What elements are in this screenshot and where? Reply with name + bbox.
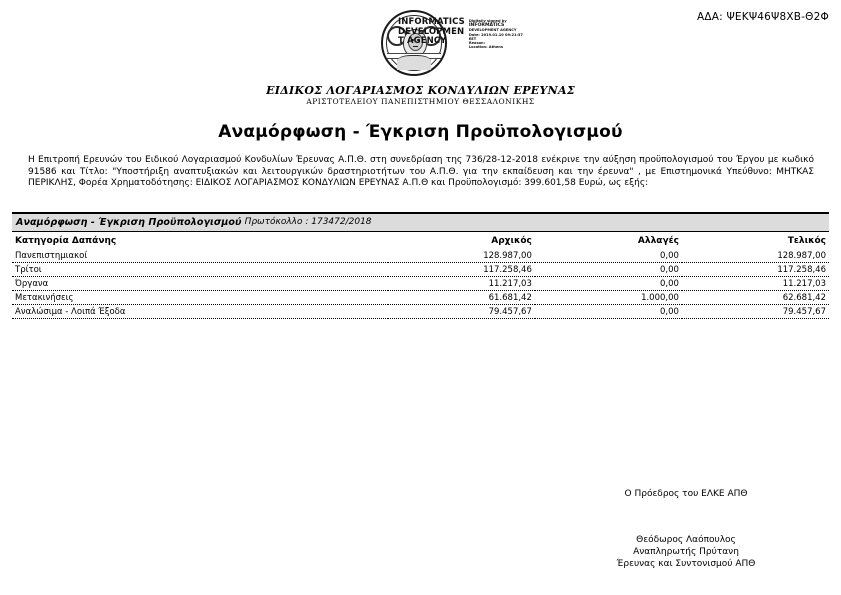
stamp-detail-line-4: Date: 2019.01.10 09:21:37 — [468, 32, 523, 37]
stamp-signature-details: Digitally signed by INFORMATICS DEVELOPM… — [469, 18, 523, 50]
stamp-detail-line-1: Digitally signed by — [468, 19, 507, 23]
stamp-agency-line-1: INFORMATICS — [398, 17, 465, 27]
cell-initial: 11.217,03 — [387, 276, 535, 291]
elke-auth-seal-icon — [381, 10, 447, 76]
cell-initial: 79.457,67 — [387, 304, 535, 319]
stamp-agency-line-3: T AGENCY — [398, 36, 447, 46]
page-title: Αναμόρφωση - Έγκριση Προϋπολογισμού — [218, 122, 623, 142]
stamp-detail-line-3: DEVELOPMENT AGENCY — [468, 28, 517, 33]
stamp-detail-line-7: Location: Athens — [468, 45, 503, 50]
table-row: Τρίτοι 117.258,46 0,00 117.258,46 — [12, 262, 829, 277]
cell-final: 62.681,42 — [681, 290, 829, 305]
cell-category: Αναλώσιμα - Λοιπά Έξοδα — [12, 304, 388, 319]
signatory-role-line-2: Έρευνας και Συντονισμού ΑΠΘ — [616, 559, 756, 569]
cell-category: Πανεπιστημιακοί — [12, 248, 388, 263]
organization-title: ΕΙΔΙΚΟΣ ΛΟΓΑΡΙΑΣΜΟΣ ΚΟΝΔΥΛΙΩΝ ΕΡΕΥΝΑΣ — [266, 84, 575, 97]
column-header-final: Τελικός — [787, 235, 826, 246]
table-row: Μετακινήσεις 61.681,42 1.000,00 62.681,4… — [12, 290, 829, 305]
cell-category: Μετακινήσεις — [12, 290, 388, 305]
cell-final: 128.987,00 — [681, 248, 829, 263]
cell-final: 11.217,03 — [681, 276, 829, 291]
signature-block: Θεόδωρος Λαόπουλος Αναπληρωτής Πρύτανη Έ… — [556, 534, 816, 570]
cell-initial: 117.258,46 — [387, 262, 535, 277]
cell-initial: 61.681,42 — [387, 290, 535, 305]
column-header-changes: Αλλαγές — [637, 235, 679, 246]
cell-changes: 0,00 — [534, 276, 682, 291]
intro-text: Η Επιτροπή Ερευνών του Ειδικού Λογαριασμ… — [28, 155, 814, 189]
cell-final: 117.258,46 — [681, 262, 829, 277]
stamp-detail-line-2: INFORMATICS — [468, 23, 505, 29]
cell-category: Τρίτοι — [12, 262, 388, 277]
budget-table-area: Αναμόρφωση - Έγκριση Προϋπολογισμού Πρωτ… — [12, 212, 829, 319]
column-header-category: Κατηγορία Δαπάνης — [15, 235, 117, 246]
stamp-agency-line-2: DEVELOPMEN — [398, 26, 465, 37]
table-row: Όργανα 11.217,03 0,00 11.217,03 — [12, 276, 829, 291]
intro-paragraph: Η Επιτροπή Ερευνών του Ειδικού Λογαριασμ… — [28, 155, 814, 190]
stamp-agency-name: INFORMATICS DEVELOPMEN T AGENCY — [398, 17, 465, 47]
table-section-title: Αναμόρφωση - Έγκριση Προϋπολογισμού — [16, 216, 242, 228]
ada-code: ΑΔΑ: ΨΕΚΨ46Ψ8ΧΒ-Θ2Φ — [697, 11, 829, 23]
cell-initial: 128.987,00 — [387, 248, 535, 263]
cell-category: Όργανα — [12, 276, 388, 291]
table-row: Πανεπιστημιακοί 128.987,00 0,00 128.987,… — [12, 248, 829, 263]
table-header-row: Κατηγορία Δαπάνης Αρχικός Αλλαγές Τελικό… — [12, 236, 829, 249]
stamp-detail-line-6: Reason: — [468, 41, 486, 46]
digital-signature-stamp: INFORMATICS DEVELOPMEN T AGENCY Digitall… — [398, 17, 523, 52]
column-header-initial: Αρχικός — [491, 235, 532, 246]
table-section-band: Αναμόρφωση - Έγκριση Προϋπολογισμού Πρωτ… — [12, 213, 829, 232]
cell-final: 79.457,67 — [681, 304, 829, 319]
budget-table: Κατηγορία Δαπάνης Αρχικός Αλλαγές Τελικό… — [12, 236, 829, 319]
cell-changes: 0,00 — [534, 304, 682, 319]
table-row: Αναλώσιμα - Λοιπά Έξοδα 79.457,67 0,00 7… — [12, 304, 829, 319]
table-protocol-number: Πρωτόκολλο : 173472/2018 — [244, 217, 372, 227]
signatory-role-line-1: Αναπληρωτής Πρύτανη — [633, 547, 739, 557]
table-top-rule — [12, 212, 829, 214]
cell-changes: 0,00 — [534, 248, 682, 263]
stamp-detail-line-5: EET — [468, 36, 477, 41]
cell-changes: 1.000,00 — [534, 290, 682, 305]
signatory-name: Θεόδωρος Λαόπουλος — [636, 535, 736, 545]
cell-changes: 0,00 — [534, 262, 682, 277]
signature-heading: Ο Πρόεδρος του ΕΛΚΕ ΑΠΘ — [624, 489, 748, 499]
organization-subtitle: ΑΡΙΣΤΟΤΕΛΕΙΟΥ ΠΑΝΕΠΙΣΤΗΜΙΟΥ ΘΕΣΣΑΛΟΝΙΚΗΣ — [306, 97, 535, 106]
header-logo-block: INFORMATICS DEVELOPMEN T AGENCY Digitall… — [0, 8, 841, 80]
